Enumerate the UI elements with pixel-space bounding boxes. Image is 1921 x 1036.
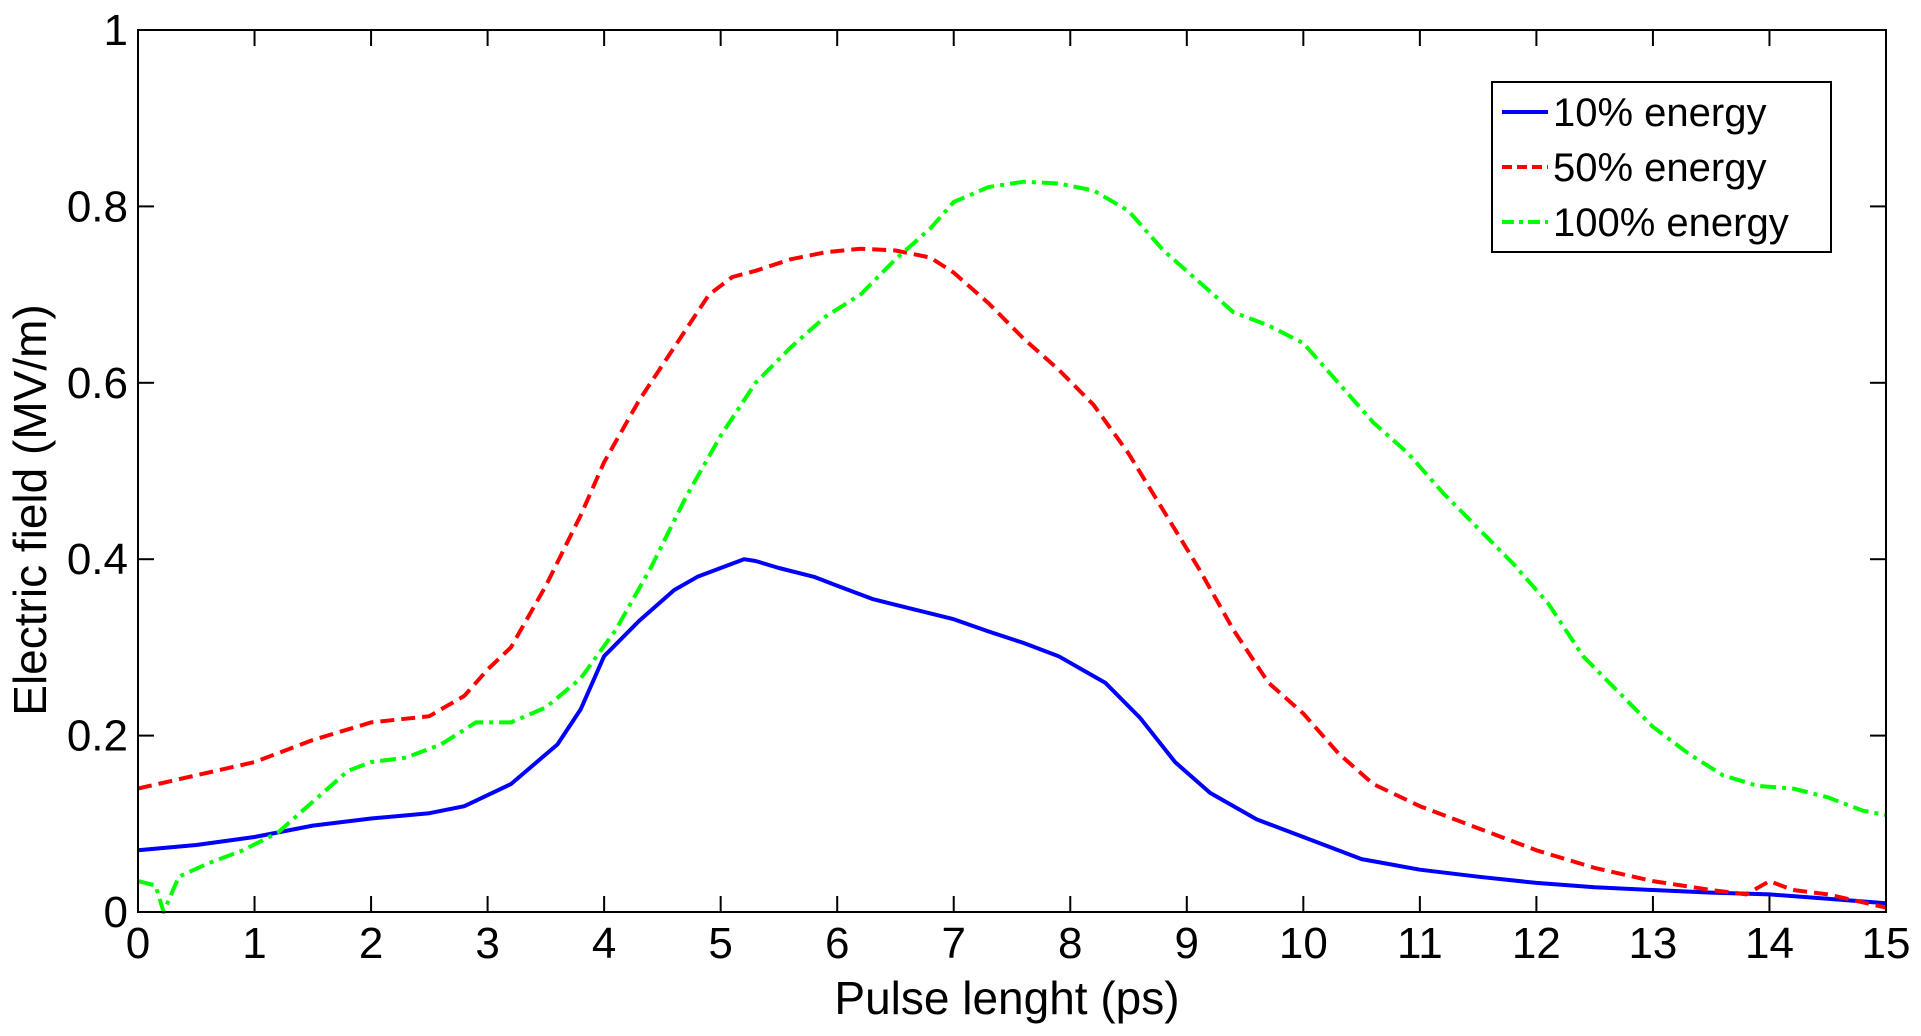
x-tick-label: 15	[1862, 919, 1911, 968]
plot-area	[137, 179, 1887, 914]
legend: 10% energy 50% energy 100% energy	[1491, 81, 1832, 253]
x-tick-label: 12	[1512, 919, 1561, 968]
legend-label-1: 10% energy	[1553, 91, 1766, 135]
x-tick-label: 5	[708, 919, 732, 968]
y-tick-label: 0.6	[67, 359, 128, 408]
y-tick-label: 0.2	[67, 712, 128, 761]
x-tick-label: 14	[1745, 919, 1794, 968]
y-tick-label: 0	[104, 888, 128, 937]
y-tick-label: 1	[104, 6, 128, 55]
x-tick-label: 2	[359, 919, 383, 968]
x-tick-label: 10	[1279, 919, 1328, 968]
x-tick-label: 8	[1058, 919, 1082, 968]
x-tick-label: 3	[475, 919, 499, 968]
x-axis-title: Pulse lenght (ps)	[834, 972, 1179, 1024]
x-tick-label: 13	[1628, 919, 1677, 968]
y-tick-label: 0.4	[67, 535, 128, 584]
x-tick-label: 7	[941, 919, 965, 968]
series-line-2	[137, 246, 1887, 910]
axes-frame	[137, 29, 1887, 913]
series-line-3	[137, 179, 1887, 914]
x-tick-label: 0	[126, 919, 150, 968]
legend-box	[1491, 81, 1832, 253]
x-tick-label: 6	[825, 919, 849, 968]
legend-label-3: 100% energy	[1553, 201, 1789, 245]
x-tick-label: 9	[1175, 919, 1199, 968]
x-tick-label: 1	[242, 919, 266, 968]
y-axis-title: Electric field (MV/m)	[4, 304, 56, 715]
y-tick-label: 0.8	[67, 182, 128, 231]
series-line-1	[137, 557, 1887, 906]
x-tick-label: 11	[1397, 919, 1443, 968]
legend-label-2: 50% energy	[1553, 146, 1766, 190]
x-tick-label: 4	[592, 919, 616, 968]
